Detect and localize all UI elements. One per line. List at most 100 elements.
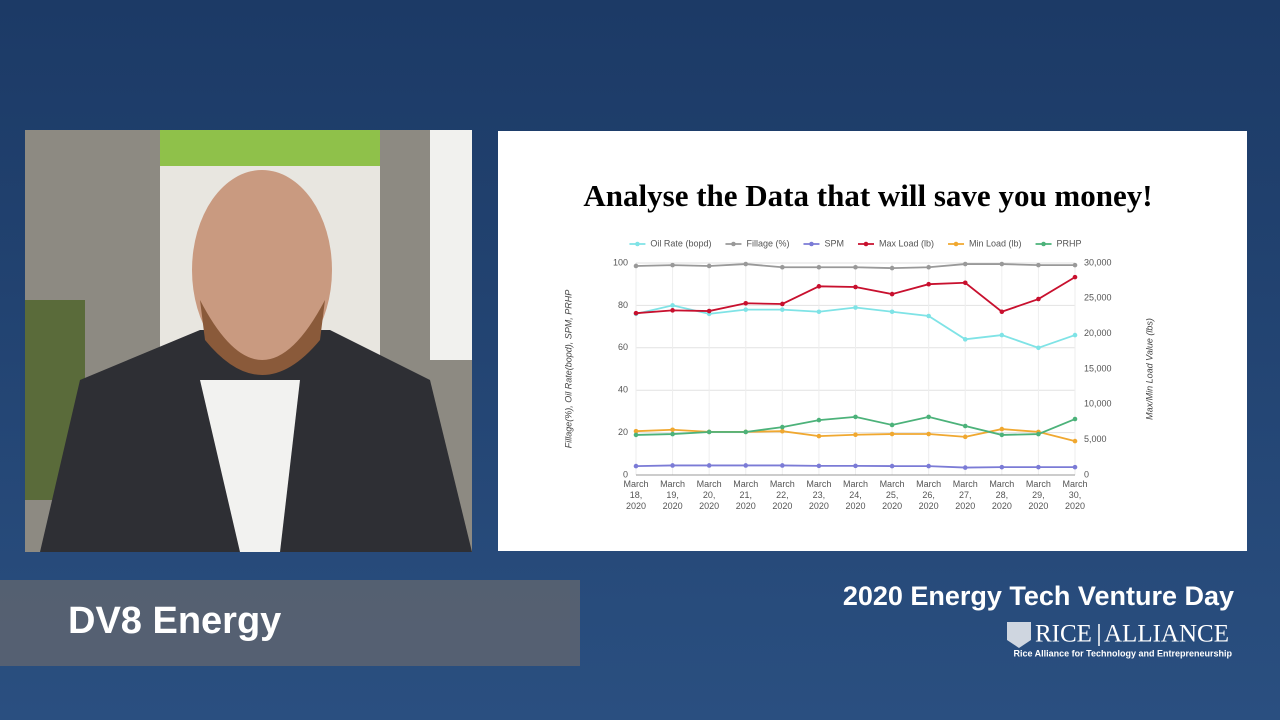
data-point [1036, 431, 1041, 437]
data-point [780, 428, 785, 434]
legend-label: Max Load (lb) [879, 238, 934, 248]
slide-title: Analyse the Data that will save you mone… [583, 178, 1152, 213]
legend-label: Min Load (lb) [969, 238, 1022, 248]
name-banner [0, 580, 580, 666]
data-point [1072, 274, 1078, 280]
data-point [780, 424, 785, 430]
y2-axis-label: Max/Min Load Value (lbs) [1144, 318, 1154, 420]
slide [498, 131, 1247, 551]
data-point [926, 414, 931, 420]
data-point [853, 463, 858, 469]
data-point [962, 337, 968, 342]
x-tick-label: March 28, 2020 [989, 479, 1014, 511]
data-point [999, 261, 1005, 267]
y-tick-label: 40 [618, 385, 628, 395]
y-axis-label: Fillage(%), Oil Rate(bopd), SPM, PRHP [563, 290, 573, 449]
data-point [816, 433, 822, 439]
logo-right: ALLIANCE [1104, 621, 1229, 648]
y-tick-label: 80 [618, 300, 628, 310]
data-point [999, 332, 1005, 338]
legend-label: SPM [824, 238, 844, 248]
y-tick-label: 100 [613, 257, 628, 267]
data-point [1036, 464, 1041, 470]
legend-item: SPM [803, 238, 844, 248]
x-tick-label: March 26, 2020 [916, 479, 941, 511]
data-point [743, 261, 749, 267]
data-point [889, 291, 895, 297]
legend-dot [731, 241, 736, 247]
data-point [1072, 262, 1078, 268]
data-point [1072, 332, 1078, 338]
data-point [999, 426, 1005, 432]
y2-tick-label: 10,000 [1084, 399, 1112, 409]
tagline: Rice Alliance for Technology and Entrepr… [1013, 648, 1232, 658]
legend-dot [863, 241, 869, 247]
x-tick-label: March 27, 2020 [953, 479, 978, 511]
x-tick-label: March 19, 2020 [660, 479, 685, 511]
data-point [670, 262, 675, 268]
data-point [1072, 416, 1078, 422]
data-point [853, 414, 858, 420]
data-point [816, 264, 822, 270]
data-point [889, 422, 895, 428]
y-tick-label: 60 [618, 342, 628, 352]
data-point [743, 300, 749, 306]
data-point [1072, 464, 1078, 470]
data-point [706, 263, 712, 269]
data-point [743, 463, 749, 468]
data-point [780, 463, 785, 468]
data-point [926, 281, 931, 287]
data-point [1036, 296, 1041, 302]
data-point [670, 463, 675, 468]
data-point [889, 265, 895, 271]
x-tick-label: March 24, 2020 [843, 479, 868, 511]
legend-label: PRHP [1057, 238, 1082, 248]
data-point [670, 427, 675, 433]
data-point [706, 429, 712, 435]
video [25, 130, 472, 552]
data-point [889, 431, 895, 437]
data-point [962, 465, 968, 470]
data-point [999, 432, 1005, 438]
data-point [816, 284, 822, 289]
y-tick-label: 20 [618, 427, 628, 437]
data-point [1072, 438, 1078, 444]
data-point [853, 305, 858, 310]
legend-item: Fillage (%) [725, 238, 789, 248]
data-point [780, 301, 785, 307]
presenter-name: DV8 Energy [68, 600, 281, 642]
x-tick-label: March 29, 2020 [1026, 479, 1051, 511]
data-point [962, 261, 968, 267]
x-tick-label: March 18, 2020 [623, 479, 648, 511]
y2-tick-label: 15,000 [1084, 363, 1112, 373]
data-point [926, 264, 931, 270]
data-point [780, 264, 785, 270]
legend-item: Max Load (lb) [857, 238, 934, 248]
data-point [889, 309, 895, 315]
data-point [743, 307, 749, 312]
legend-dot [809, 241, 814, 247]
data-point [706, 308, 712, 314]
data-point [926, 431, 931, 437]
logo-left: RICE [1035, 621, 1092, 648]
data-point [780, 307, 785, 312]
x-tick-label: March 23, 2020 [806, 479, 831, 511]
legend-dot [1041, 241, 1046, 247]
data-point [999, 309, 1005, 315]
data-point [853, 264, 858, 270]
data-point [633, 263, 639, 269]
data-point [670, 431, 675, 437]
data-point [706, 463, 712, 468]
data-point [962, 434, 968, 440]
data-point [670, 303, 675, 308]
data-point [743, 429, 749, 435]
legend-dot [953, 241, 959, 247]
x-tick-label: March 25, 2020 [880, 479, 905, 511]
x-tick-label: March 22, 2020 [770, 479, 795, 511]
logo-shield [1007, 622, 1031, 648]
legend-item: Min Load (lb) [948, 238, 1022, 248]
y-tick-label: 0 [623, 469, 628, 479]
data-point [816, 463, 822, 469]
